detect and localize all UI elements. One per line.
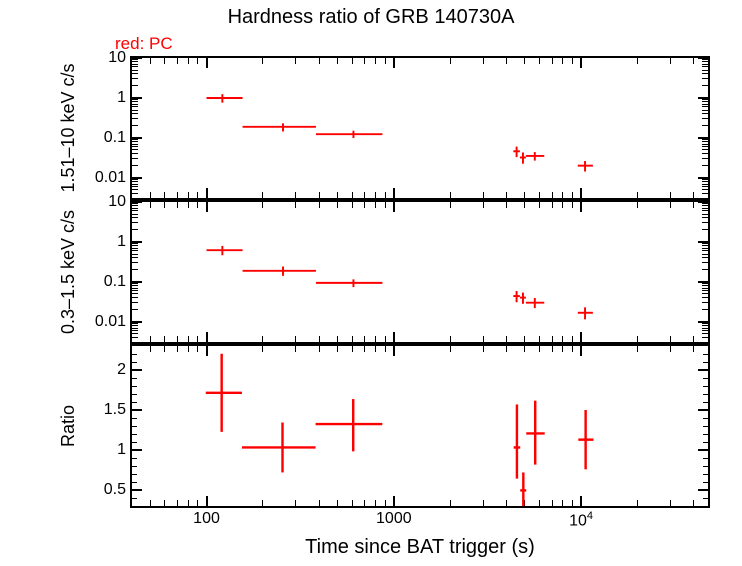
data-point: [206, 354, 242, 432]
ylabel-soft: 0.3–1.5 keV c/s: [58, 210, 79, 334]
ytick-label: 1: [117, 233, 126, 251]
chart-title: Hardness ratio of GRB 140730A: [0, 6, 742, 29]
data-point: [520, 152, 526, 163]
data-point: [578, 161, 593, 171]
data-point: [513, 147, 520, 157]
panel-hard: 0.010.1110: [130, 56, 710, 200]
ytick-label: 0.1: [104, 129, 126, 147]
ytick-label: 0.5: [104, 481, 126, 499]
data-point: [316, 279, 382, 287]
figure-canvas: { "title": "Hardness ratio of GRB 140730…: [0, 0, 742, 566]
data-point: [513, 291, 520, 302]
ytick-label: 10: [108, 49, 126, 67]
data-point: [526, 298, 544, 308]
ytick-label: 0.01: [95, 169, 126, 187]
xtick-label: 100: [193, 510, 220, 528]
panel-ratio: 0.511.521001000104: [130, 344, 710, 508]
ytick-label: 0.01: [95, 313, 126, 331]
xtick-label: 104: [569, 510, 593, 530]
plot-svg: [132, 202, 708, 342]
ytick-label: 1: [117, 89, 126, 107]
data-point: [520, 293, 526, 304]
xlabel: Time since BAT trigger (s): [130, 536, 710, 559]
ytick-label: 1.5: [104, 401, 126, 419]
data-point: [526, 401, 544, 465]
data-point: [243, 123, 316, 131]
ylabel-ratio: Ratio: [58, 405, 79, 447]
data-point: [578, 410, 593, 469]
data-point: [520, 472, 526, 506]
data-point: [578, 307, 593, 319]
panel-soft: 0.010.1110: [130, 200, 710, 344]
xtick-label: 1000: [376, 510, 412, 528]
data-point: [242, 422, 316, 472]
data-point: [243, 267, 316, 276]
data-point: [526, 152, 544, 161]
ytick-label: 10: [108, 193, 126, 211]
plot-svg: [132, 346, 708, 506]
data-point: [514, 405, 521, 479]
data-point: [207, 94, 243, 103]
data-point: [316, 131, 382, 138]
ytick-label: 1: [117, 441, 126, 459]
ylabel-hard: 1.51–10 keV c/s: [58, 63, 79, 192]
plot-svg: [132, 58, 708, 198]
ytick-label: 0.1: [104, 273, 126, 291]
ytick-label: 2: [117, 361, 126, 379]
data-point: [207, 246, 243, 255]
data-point: [316, 399, 383, 451]
